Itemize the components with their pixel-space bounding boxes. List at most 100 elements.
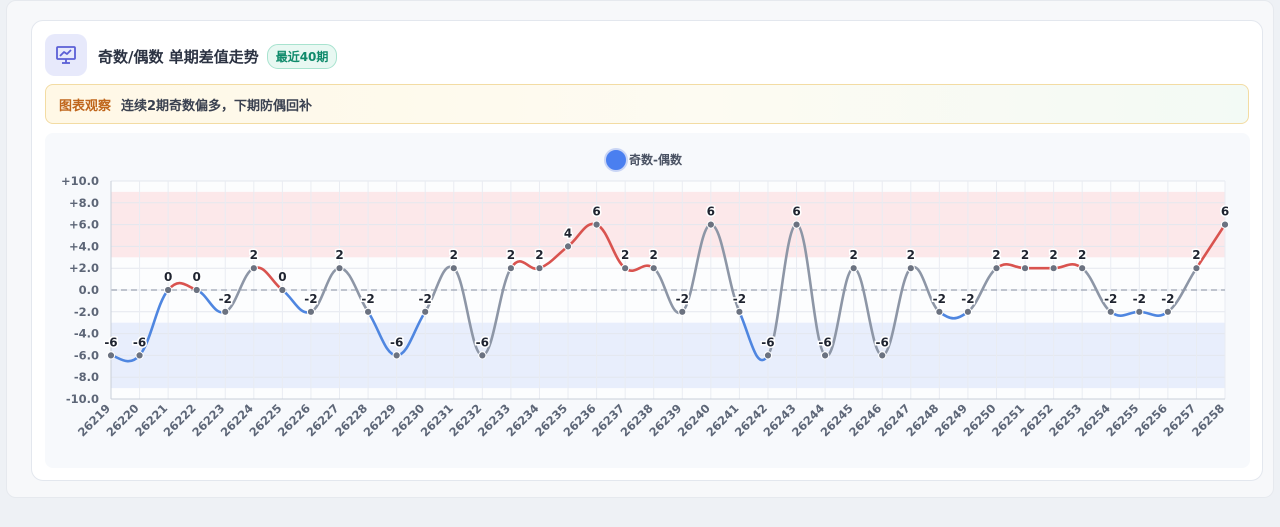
data-label: -2 [733,292,746,306]
data-label: 2 [907,248,915,262]
data-label: 2 [1078,248,1086,262]
data-point [363,307,373,316]
observation-banner: 图表观察 连续2期奇数偏多，下期防偶回补 [45,84,1249,124]
series-line-segment [138,288,170,357]
data-point [763,351,773,360]
data-point [506,264,515,273]
data-point [1020,264,1030,273]
series-line-segment [766,223,798,357]
data-point [649,264,658,273]
y-tick-label: +6.0 [69,218,99,232]
data-point [821,351,830,360]
data-label: 2 [621,248,629,262]
data-point [1192,264,1201,273]
data-point [706,220,715,229]
data-point [306,307,316,316]
y-tick-label: +10.0 [61,174,99,188]
series-line-segment [852,266,884,357]
data-label: 2 [849,248,857,262]
series-line-segment [738,310,770,362]
data-label: -2 [361,292,374,306]
data-point [1106,307,1115,316]
data-label: 2 [250,248,258,262]
data-point [678,307,687,316]
data-label: 6 [1221,205,1229,219]
data-point [563,242,573,251]
data-label: -2 [1133,292,1146,306]
data-label: -2 [1104,292,1117,306]
data-point [592,220,601,229]
data-label: 2 [992,248,1000,262]
y-tick-label: 0.0 [79,283,99,297]
data-label: -6 [876,335,889,349]
series-line-segment [452,266,484,357]
data-point [906,264,915,273]
period-badge: 最近40期 [266,44,338,69]
data-point [449,264,458,273]
data-point [1163,307,1172,316]
chart-icon [45,34,87,76]
data-point [992,264,1001,273]
y-tick-label: -2.0 [74,305,99,319]
data-point [192,285,201,295]
y-tick-label: +8.0 [69,196,99,210]
data-point [535,264,544,273]
data-point [792,220,801,229]
y-tick-label: -6.0 [74,348,99,362]
chart-area: +10.0 +8.0 +6.0 +4.0 +2.0 0.0 -2.0 -4.0 -6.0 -8.0… [45,133,1250,468]
data-label: 2 [507,248,515,262]
data-label: 0 [164,270,172,284]
page-container: 奇数/偶数 单期差值走势 最近40期 图表观察 连续2期奇数偏多，下期防偶回补 … [6,0,1274,498]
data-label: -6 [476,335,489,349]
data-label: 2 [650,248,658,262]
data-point [1220,220,1230,229]
data-label: -6 [761,335,774,349]
data-point [164,285,173,295]
series-line-segment [481,266,513,357]
data-point [1049,264,1058,273]
observation-label: 图表观察 [59,98,112,114]
data-label: 2 [535,248,543,262]
data-label: -2 [933,292,946,306]
data-label: -6 [390,335,403,349]
data-point [278,285,287,295]
data-label: -6 [818,335,831,349]
data-label: -2 [1161,292,1174,306]
data-point [1135,307,1144,316]
series-line-segment [680,223,713,314]
series-line-segment [880,266,913,357]
data-label: 6 [707,205,715,219]
data-point [621,264,630,273]
data-label: -2 [961,292,974,306]
data-point [735,307,744,316]
chart-card: 奇数/偶数 单期差值走势 最近40期 图表观察 连续2期奇数偏多，下期防偶回补 … [31,20,1263,481]
y-tick-label: -8.0 [74,370,99,384]
y-tick-label: +4.0 [69,239,99,253]
data-point [421,307,430,316]
data-point [249,264,258,273]
legend-label: 奇数-偶数 [629,152,683,167]
data-label: 2 [1049,248,1057,262]
data-point [392,351,401,360]
data-label: 2 [450,248,458,262]
y-tick-label: -4.0 [74,327,99,341]
data-label: 4 [564,226,572,240]
data-point [135,351,144,360]
data-point [106,351,116,360]
x-tick-label: 26258 [1189,401,1227,439]
line-chart: +10.0 +8.0 +6.0 +4.0 +2.0 0.0 -2.0 -4.0 -6.0 -8.0… [61,148,1231,439]
data-point [1078,264,1087,273]
data-label: -6 [133,335,146,349]
data-label: -2 [676,292,689,306]
data-point [935,307,944,316]
data-label: 2 [1021,248,1029,262]
data-label: -2 [219,292,232,306]
data-label: 6 [592,205,600,219]
data-label: -6 [104,335,117,349]
y-tick-label: +2.0 [69,261,99,275]
data-point [878,351,887,360]
page-title: 奇数/偶数 单期差值走势 [98,48,259,66]
data-label: 2 [335,248,343,262]
data-point [963,307,973,316]
series-line-segment [795,223,827,357]
